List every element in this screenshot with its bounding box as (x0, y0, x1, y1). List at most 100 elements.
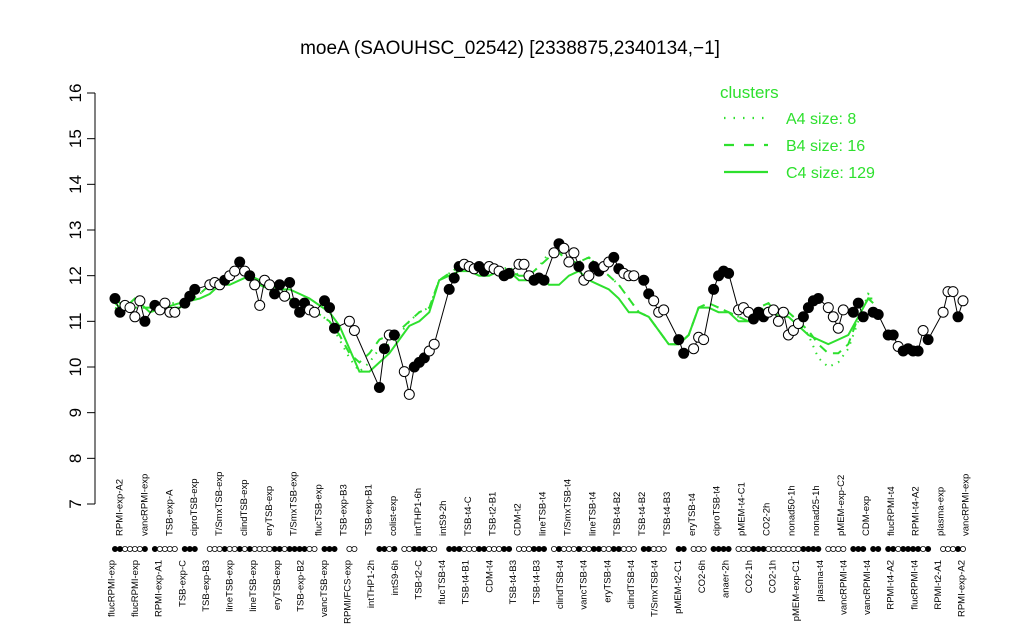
rug-marker (531, 546, 538, 553)
data-point (648, 295, 660, 307)
x-label-top: pMEM-t4-C1 (737, 482, 748, 536)
chart-title: moeA (SAOUHSC_02542) [2338875,2340134,−1… (300, 38, 720, 59)
rug-marker (840, 546, 847, 553)
data-point (658, 304, 670, 316)
rug-marker (660, 546, 667, 553)
rug-marker (446, 546, 453, 553)
data-point (109, 293, 121, 304)
rug-marker (950, 546, 957, 553)
x-label-bottom: RPMI-t4-A2 (886, 560, 897, 610)
data-point (847, 306, 859, 318)
x-label-top: TSB-exp-A (164, 489, 175, 536)
x-label-top: T/SmxTSB-exp (289, 472, 300, 536)
rug-marker (112, 546, 119, 553)
rug-marker (221, 546, 228, 553)
data-point (887, 329, 899, 341)
data-point (403, 388, 415, 400)
x-label-bottom: TSB-t4-B1 (461, 560, 472, 604)
rug-marker (645, 546, 652, 553)
data-point (688, 343, 700, 355)
y-tick-label: 11 (66, 313, 85, 331)
rug-marker (481, 546, 488, 553)
rug-marker (151, 546, 158, 553)
x-label-bottom: vancTSB-exp (319, 560, 330, 617)
rug-marker (306, 546, 313, 553)
x-label-bottom: intTHP1-2h (366, 560, 377, 608)
data-point (274, 279, 286, 291)
x-label-top: TSB-t4-B3 (662, 492, 673, 536)
rug-marker (321, 546, 328, 553)
data-point (917, 325, 929, 336)
data-point (139, 315, 151, 327)
rug-marker (795, 546, 802, 553)
data-point (568, 247, 580, 259)
data-point (388, 329, 400, 341)
data-point (244, 270, 256, 282)
rug-marker (411, 546, 418, 553)
rug-marker (127, 546, 134, 553)
rug-marker (191, 546, 198, 553)
data-point (159, 297, 171, 309)
x-label-top: TSB-t2-B1 (488, 492, 499, 536)
x-label-bottom: TSB-exp-B3 (201, 560, 212, 612)
x-label-bottom: flucRPMI-t4 (909, 560, 920, 610)
rug-marker (551, 546, 558, 553)
rug-marker (745, 546, 752, 553)
rug-marker (526, 546, 533, 553)
x-label-top: flucRPMI-t4 (886, 486, 897, 536)
data-point (129, 311, 141, 323)
y-tick-label: 13 (66, 221, 85, 240)
x-label-bottom: CO2-6h (697, 560, 708, 593)
rug-layer (112, 546, 967, 553)
x-label-bottom: RPMI-exp-A1 (154, 560, 165, 617)
rug-marker (860, 546, 867, 553)
x-label-bottom: RPMI-t2-A1 (933, 560, 944, 610)
data-point (398, 366, 410, 378)
y-tick-label: 12 (66, 266, 85, 285)
rug-marker (117, 546, 124, 553)
rug-marker (256, 546, 263, 553)
x-label-top: lineTSB-t4 (587, 492, 598, 536)
x-label-top: nonad50-1h (786, 485, 797, 536)
x-label-top: flucTSB-exp (314, 484, 325, 536)
data-point (772, 315, 784, 327)
rug-marker (905, 546, 912, 553)
rug-marker (351, 546, 358, 553)
x-labels-bottom: flucRPMI-exp flucRPMI-exp RPMI-exp-A1 TSB-e… (107, 560, 968, 624)
series-line-solid (114, 269, 874, 373)
rug-marker (386, 546, 393, 553)
x-label-bottom: TSB-exp-B2 (295, 560, 306, 612)
rug-marker (650, 546, 657, 553)
rug-marker (595, 546, 602, 553)
data-point (698, 334, 710, 346)
rug-marker (700, 546, 707, 553)
data-point (832, 322, 844, 334)
data-point (329, 322, 340, 334)
rug-marker (630, 546, 637, 553)
rug-marker (381, 546, 388, 553)
x-label-bottom: RPMI-exp-A2 (957, 560, 968, 617)
data-point (912, 345, 924, 357)
data-point (124, 302, 136, 314)
rug-marker (760, 546, 767, 553)
data-point (638, 274, 650, 286)
x-label-top: ciproTSB-t4 (712, 486, 723, 536)
rug-marker (585, 546, 592, 553)
rug-marker (281, 546, 288, 553)
data-point (249, 279, 261, 291)
rug-marker (461, 546, 468, 553)
data-point (558, 242, 570, 254)
rug-marker (376, 546, 383, 553)
y-tick-label: 15 (66, 129, 85, 148)
rug-marker (755, 546, 762, 553)
x-label-bottom: TSB-t4-B3 (532, 560, 543, 604)
data-point (777, 306, 789, 318)
rug-marker (925, 546, 932, 553)
rug-marker (580, 546, 587, 553)
rug-marker (236, 546, 243, 553)
rug-marker (206, 546, 213, 553)
x-label-bottom: flucRPMI-exp (130, 560, 141, 617)
data-point (768, 304, 779, 316)
rug-marker (655, 546, 662, 553)
